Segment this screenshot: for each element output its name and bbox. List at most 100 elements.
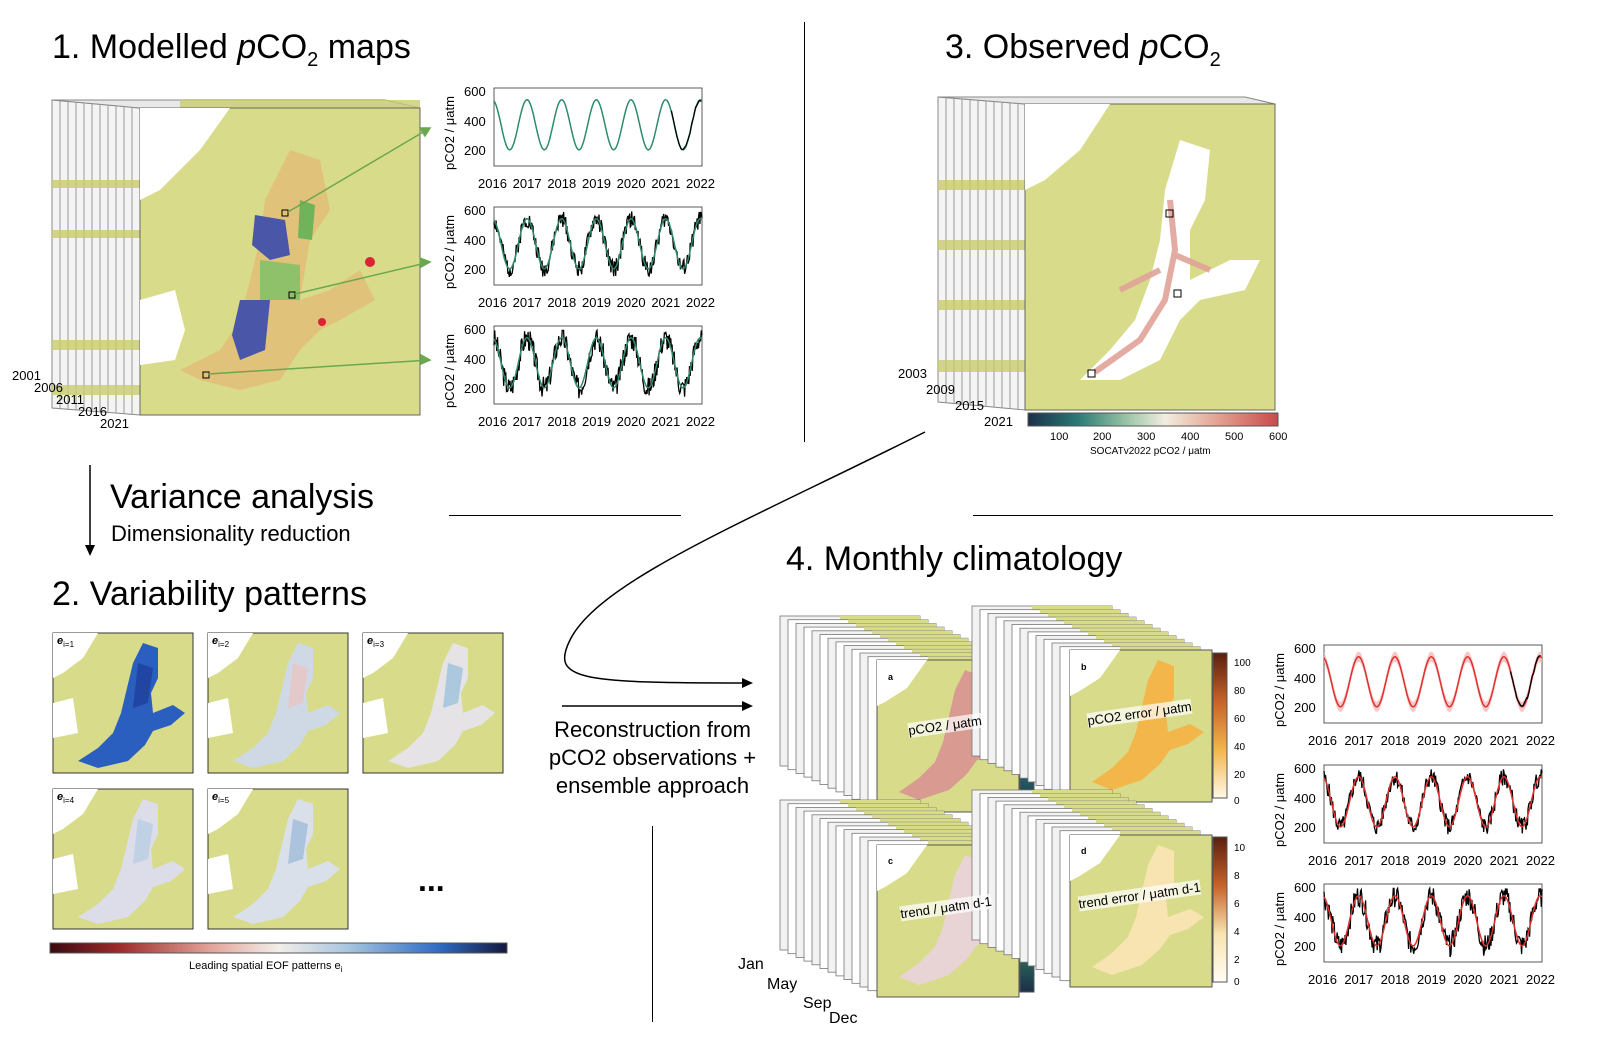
clim-letter-d: d [1081, 846, 1087, 856]
variance-sub: Dimensionality reduction [111, 521, 351, 546]
eof-label-2: ei=2 [212, 635, 230, 650]
separator-mid-right [973, 515, 1553, 516]
model-year-4: 2021 [100, 416, 129, 431]
obs-year-3: 2021 [984, 414, 1013, 429]
month-may: May [767, 976, 798, 993]
panel1-title-prefix: 1. Modelled [52, 28, 238, 66]
ts-xtick: 2022 [1526, 733, 1555, 748]
panel1-title-sub: 2 [307, 48, 319, 71]
panel3-title-sub: 2 [1209, 48, 1221, 71]
panel1-title: 1. Modelled pCO2 maps [52, 28, 411, 72]
variance-heading: Variance analysis [110, 478, 374, 516]
ts-xtick: 2021 [651, 295, 681, 310]
eof-label-e: e [57, 635, 64, 647]
cb-d-tick-5: 0 [1234, 977, 1240, 988]
ts-xtick: 2022 [1526, 972, 1555, 987]
ts-ytick: 600 [464, 84, 486, 100]
clim-stack-d [971, 789, 1228, 988]
ts-xtick: 2019 [1417, 733, 1446, 748]
ts-xtick: 2017 [1344, 853, 1374, 868]
cb-d-tick-2: 6 [1234, 899, 1240, 910]
recon-line-1: Reconstruction from [554, 717, 751, 742]
month-jan: Jan [738, 956, 764, 973]
obs-year-2: 2015 [955, 398, 984, 413]
ts-ytick: 600 [1294, 880, 1316, 896]
ts-xtick: 2019 [582, 414, 611, 429]
eof-label-e: e [212, 635, 219, 647]
cb-d-tick-4: 2 [1234, 955, 1240, 966]
eof-label-e: e [367, 635, 374, 647]
cb-d-tick-1: 8 [1234, 871, 1240, 882]
eof-label-index: i=1 [63, 640, 75, 650]
clim-letter-b: b [1081, 662, 1087, 672]
ts-ylabel: pCO2 / μatm [1272, 653, 1287, 727]
separator-vertical-bottom [652, 826, 653, 1022]
ts-xtick: 2022 [686, 414, 715, 429]
ts-xtick: 2019 [1417, 853, 1446, 868]
ts-xtick: 2021 [651, 176, 681, 191]
panel1-title-var: p [237, 28, 257, 66]
ts-ytick: 200 [464, 262, 486, 278]
ts-xtick: 2017 [512, 295, 542, 310]
panel3-title-mid: CO [1158, 28, 1210, 66]
obs-cb-tick-3: 400 [1181, 431, 1200, 443]
ts-xtick: 2018 [1380, 853, 1410, 868]
timeseries-plot-3 [493, 325, 703, 405]
ts-ytick: 600 [464, 203, 486, 219]
month-dec: Dec [829, 1010, 858, 1027]
model-arrows [207, 127, 432, 375]
clim-letter-c: c [888, 856, 894, 866]
ts-ytick: 400 [464, 351, 486, 367]
ts-xtick: 2016 [478, 176, 507, 191]
ts-xtick: 2018 [547, 295, 577, 310]
recon-line-2: pCO2 observations + [548, 745, 757, 770]
ts-ytick: 200 [464, 381, 486, 397]
eof-map-svg [362, 632, 504, 774]
ts-xtick: 2021 [1489, 853, 1519, 868]
eof-map-2 [207, 632, 349, 774]
ts-ylabel: pCO2 / μatm [1272, 892, 1287, 966]
ts-ytick: 600 [1294, 641, 1316, 657]
cb-d-tick-3: 4 [1234, 927, 1240, 938]
eof-map-3 [362, 632, 504, 774]
eof-cb-label-text: Leading spatial EOF patterns e [189, 960, 341, 972]
ts-ytick: 400 [1294, 670, 1316, 686]
obs-cb-tick-5: 600 [1269, 431, 1288, 443]
observed-colorbar [1027, 412, 1279, 427]
ts-xtick: 2018 [1380, 972, 1410, 987]
ts-ytick: 400 [1294, 909, 1316, 925]
panel3-title-prefix: 3. Observed [945, 28, 1140, 66]
clim-letter-a: a [888, 672, 894, 682]
ts-xtick: 2020 [1453, 733, 1483, 748]
ts-xtick: 2021 [651, 414, 681, 429]
ts-ytick: 600 [464, 322, 486, 338]
ts-ylabel: pCO2 / μatm [442, 334, 457, 408]
ts-ytick: 400 [464, 232, 486, 248]
panel3-title-var: p [1139, 28, 1159, 66]
ts-ytick: 200 [1294, 820, 1316, 836]
ts-ylabel: pCO2 / μatm [1272, 773, 1287, 847]
eof-cb-label-sub: i [340, 965, 343, 975]
eof-label-index: i=5 [218, 796, 230, 806]
cb-b-tick-0: 100 [1234, 658, 1251, 669]
obs-cb-tick-4: 500 [1225, 431, 1244, 443]
panel3-title: 3. Observed pCO2 [945, 28, 1221, 72]
obs-cb-tick-0: 100 [1050, 431, 1069, 443]
eof-ellipsis: ... [418, 862, 445, 898]
ts-ytick: 200 [464, 143, 486, 159]
ts-xtick: 2018 [1380, 733, 1410, 748]
timeseries-plot-5 [1323, 764, 1543, 844]
eof-map-svg [52, 632, 194, 774]
cb-b-tick-5: 0 [1234, 796, 1240, 807]
obs-year-1: 2009 [926, 382, 955, 397]
ts-xtick: 2017 [1344, 972, 1374, 987]
obs-cb-tick-2: 300 [1137, 431, 1156, 443]
obs-cb-tick-1: 200 [1093, 431, 1112, 443]
ts-xtick: 2021 [1489, 972, 1519, 987]
ts-ytick: 600 [1294, 761, 1316, 777]
obs-colorbar-label: SOCATv2022 pCO2 / μatm [1090, 446, 1211, 457]
